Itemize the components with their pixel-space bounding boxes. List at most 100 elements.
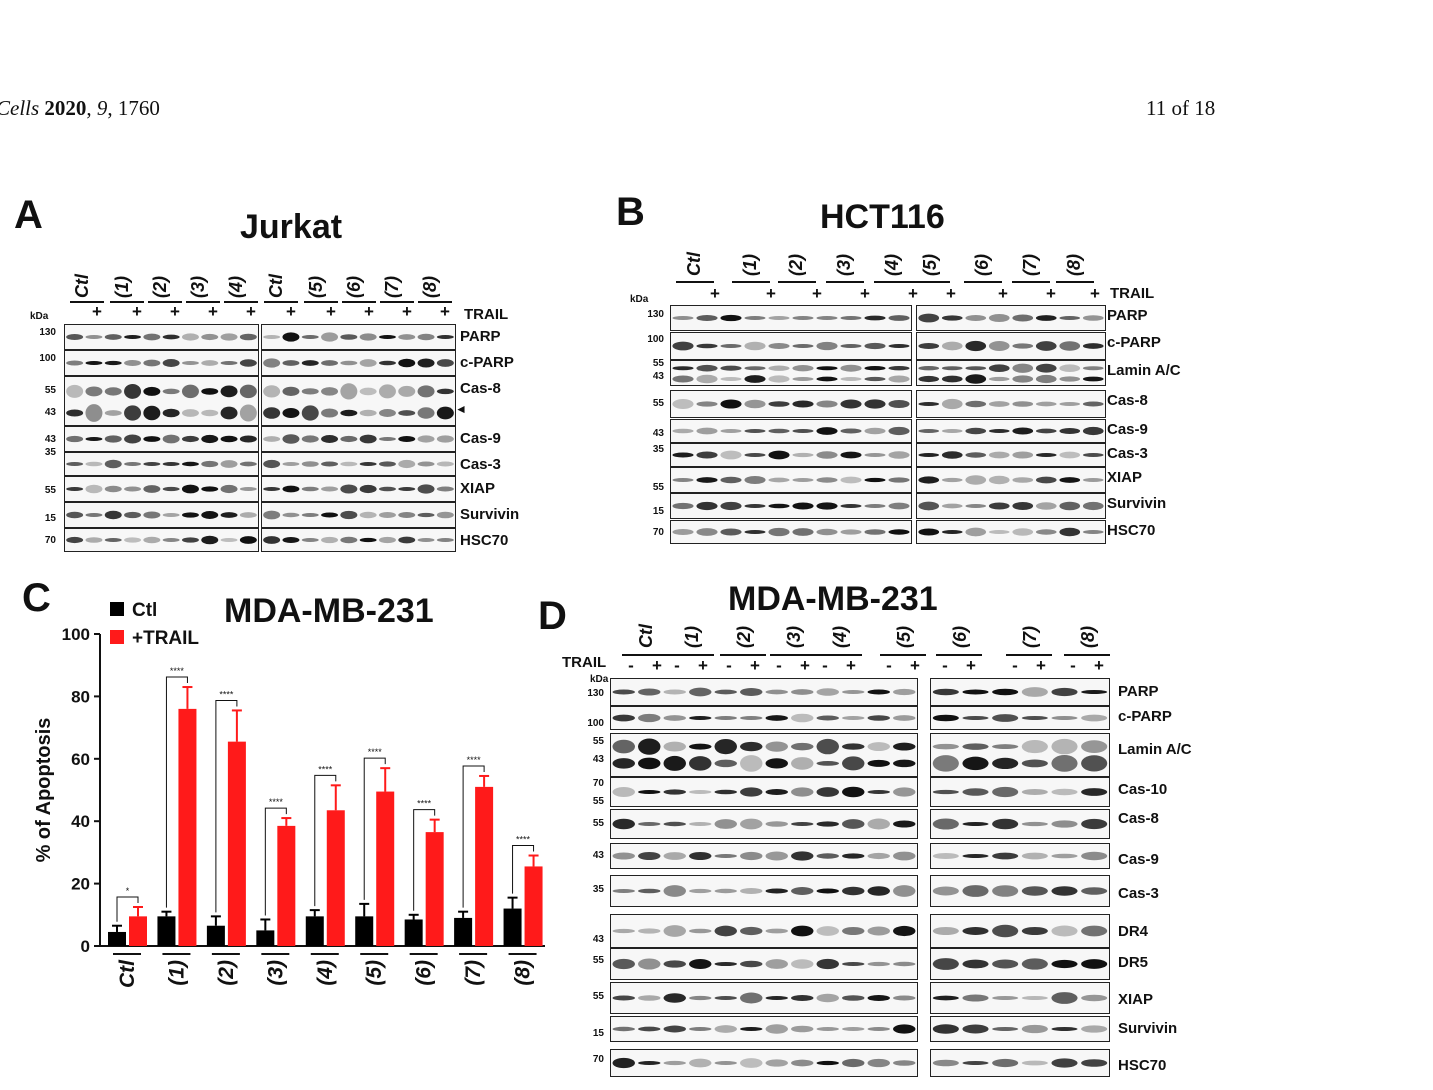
- band: [689, 790, 712, 794]
- mw-marker: 100: [647, 334, 664, 345]
- band: [893, 820, 916, 828]
- significance-label: ****: [516, 835, 531, 845]
- mw-marker: 43: [44, 434, 56, 445]
- band: [867, 742, 890, 752]
- band: [301, 388, 319, 395]
- band: [1021, 852, 1048, 860]
- blot-strip: [64, 502, 259, 528]
- band: [932, 926, 959, 936]
- band: [816, 821, 839, 827]
- lane-label: (4): [226, 276, 246, 298]
- band: [720, 365, 742, 371]
- mw-marker: 35: [652, 444, 664, 455]
- band: [1012, 427, 1034, 435]
- bar: [326, 810, 345, 946]
- blot-bands: [612, 738, 916, 772]
- band: [1012, 477, 1034, 483]
- blot-bands: [918, 363, 1104, 384]
- band: [85, 461, 103, 467]
- band: [359, 359, 377, 367]
- band: [842, 995, 865, 1001]
- band: [792, 365, 814, 372]
- significance-label: ****: [467, 755, 482, 765]
- band: [965, 427, 987, 435]
- band: [867, 886, 890, 896]
- blot-strip: [916, 520, 1106, 544]
- mw-marker: 43: [592, 850, 604, 861]
- band: [765, 928, 788, 934]
- plus-sign: +: [1090, 284, 1100, 303]
- band: [436, 486, 454, 492]
- blot-bands: [932, 924, 1108, 938]
- band: [918, 501, 940, 511]
- band: [765, 1024, 788, 1034]
- band: [321, 486, 339, 492]
- band: [638, 851, 661, 861]
- band: [239, 333, 257, 341]
- lane-label: (2): [150, 276, 170, 298]
- band: [988, 451, 1010, 459]
- band: [378, 461, 396, 467]
- protein-label: Lamin A/C: [1118, 741, 1192, 758]
- lane-label: (2): [734, 626, 754, 648]
- lane-underline: [264, 301, 298, 303]
- mw-marker: 43: [652, 428, 664, 439]
- blot-bands: [672, 527, 910, 537]
- panel-b-title: HCT116: [820, 198, 945, 236]
- band: [816, 451, 838, 459]
- band: [792, 528, 814, 536]
- bar: [157, 916, 176, 946]
- mw-marker: 55: [44, 485, 56, 496]
- protein-label: Cas-3: [1118, 885, 1159, 902]
- band: [321, 536, 339, 544]
- mw-marker: 43: [652, 371, 664, 382]
- band: [436, 388, 454, 395]
- minus-sign: -: [1012, 656, 1018, 675]
- band: [992, 757, 1019, 769]
- band: [1059, 477, 1081, 483]
- blot-bands: [918, 451, 1104, 459]
- band: [988, 429, 1010, 433]
- bar: [503, 908, 522, 946]
- band: [663, 1025, 686, 1033]
- lane-underline: [778, 281, 816, 283]
- band: [201, 360, 219, 366]
- band: [436, 461, 454, 467]
- plus-sign: +: [846, 656, 856, 675]
- blot-bands: [932, 738, 1108, 772]
- band: [816, 738, 839, 755]
- band: [740, 1058, 763, 1068]
- bar: [475, 786, 494, 946]
- mw-marker: 55: [592, 955, 604, 966]
- band: [1059, 501, 1081, 511]
- lane-label: (7): [1020, 254, 1040, 276]
- band: [1059, 401, 1081, 407]
- blot-bands: [66, 484, 257, 494]
- blot-strip: [916, 305, 1106, 331]
- band: [638, 1061, 661, 1065]
- band: [66, 435, 84, 443]
- treatment-label: TRAIL: [562, 654, 607, 671]
- band: [932, 818, 959, 830]
- band: [162, 486, 180, 492]
- band: [816, 427, 838, 435]
- band: [1059, 316, 1081, 320]
- lane-label: (8): [420, 276, 440, 298]
- band: [66, 511, 84, 519]
- lane-underline: [936, 654, 982, 656]
- band: [714, 716, 737, 720]
- band: [842, 786, 865, 798]
- blot-strip: [261, 376, 456, 426]
- band: [792, 316, 814, 320]
- band: [962, 854, 989, 858]
- band: [918, 342, 940, 350]
- plus-sign: +: [998, 284, 1008, 303]
- band: [992, 852, 1019, 860]
- blot-strip: [670, 305, 912, 331]
- blot-strip: [64, 452, 259, 476]
- lane-label: (4): [882, 254, 902, 276]
- blot-strip: [610, 706, 918, 730]
- page-number: 11 of 18: [1146, 96, 1216, 120]
- band: [321, 408, 339, 418]
- blot-strip: [916, 360, 1106, 386]
